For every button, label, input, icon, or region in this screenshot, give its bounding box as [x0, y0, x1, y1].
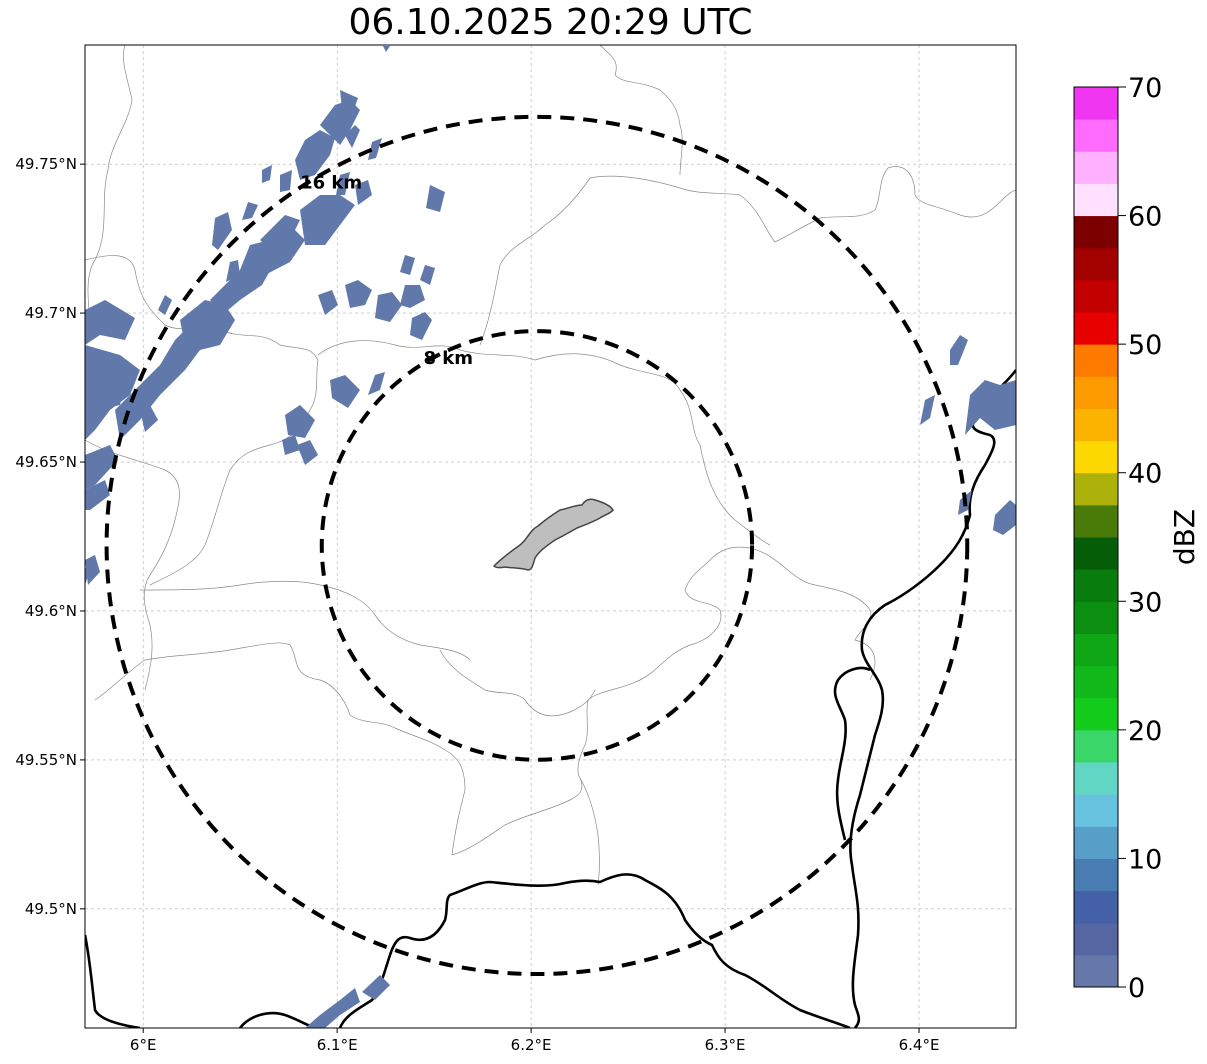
national-border [85, 369, 1016, 1028]
colorbar-segment [1074, 601, 1118, 634]
colorbar-segment [1074, 472, 1118, 506]
range-rings: 8 km 16 km [104, 114, 970, 977]
graticule: 49.75°N 49.7°N 49.65°N 49.6°N 49.55°N 49.5°N 6… [15, 45, 1016, 1054]
colorbar-segment [1074, 954, 1118, 988]
colorbar-tick-label: 10 [1128, 844, 1162, 875]
colorbar-segment [1074, 665, 1118, 699]
lon-tick-label: 6.2°E [511, 1036, 552, 1054]
city-outline [492, 498, 614, 571]
colorbar-segment [1074, 826, 1118, 859]
map-frame [84, 44, 1017, 1029]
lon-tick-label: 6.1°E [317, 1036, 358, 1054]
colorbar-segment [1074, 569, 1118, 602]
colorbar-tick-label: 50 [1128, 330, 1162, 361]
colorbar-tick-label: 40 [1128, 459, 1162, 490]
colorbar-segment [1074, 344, 1118, 377]
colorbar-segment [1074, 279, 1118, 313]
colorbar-tick-label: 70 [1128, 73, 1162, 104]
admin-boundaries [85, 45, 1016, 886]
lat-tick-label: 49.55°N [15, 751, 77, 769]
colorbar-segment [1074, 858, 1118, 892]
range-ring-8km [319, 329, 755, 762]
colorbar-segment [1074, 119, 1118, 152]
colorbar-segment [1074, 408, 1118, 442]
colorbar-segment [1074, 794, 1118, 827]
range-ring-label: 16 km [300, 172, 362, 193]
colorbar-segment [1074, 504, 1118, 538]
lat-tick-label: 49.6°N [25, 602, 77, 620]
colorbar-tick-label: 30 [1128, 587, 1162, 618]
lon-tick-label: 6°E [130, 1036, 157, 1054]
lon-tick-label: 6.3°E [705, 1036, 746, 1054]
colorbar-segment [1074, 440, 1118, 474]
colorbar-tick-label: 60 [1128, 202, 1162, 233]
colorbar-segment [1074, 922, 1118, 956]
colorbar-tick-label: 0 [1128, 973, 1145, 1004]
colorbar-segment [1074, 633, 1118, 667]
lon-tick-label: 6.4°E [899, 1036, 940, 1054]
lat-tick-label: 49.75°N [15, 155, 77, 173]
range-ring-label: 8 km [424, 348, 474, 369]
dbz-colorbar: 0 10 20 30 40 50 60 70 dBZ [1073, 73, 1201, 1004]
colorbar-segment [1074, 890, 1118, 924]
range-ring-16km [104, 114, 970, 977]
colorbar-segment [1074, 537, 1118, 570]
colorbar-segment [1074, 697, 1118, 731]
colorbar-frame [1073, 86, 1119, 988]
lat-tick-label: 49.65°N [15, 453, 77, 471]
radar-echoes [85, 46, 1016, 1028]
lat-tick-label: 49.7°N [25, 304, 77, 322]
colorbar-segment [1074, 87, 1118, 120]
colorbar-segment [1074, 183, 1118, 217]
colorbar-tick-label: 20 [1128, 716, 1162, 747]
colorbar-segment [1074, 312, 1118, 345]
colorbar-segment [1074, 247, 1118, 281]
colorbar-segment [1074, 376, 1118, 409]
map-title: 06.10.2025 20:29 UTC [348, 2, 753, 43]
colorbar-label: dBZ [1168, 509, 1201, 565]
colorbar-segment [1074, 215, 1118, 249]
colorbar-segment [1074, 151, 1118, 184]
colorbar-segment [1074, 762, 1118, 795]
lat-tick-label: 49.5°N [25, 900, 77, 918]
colorbar-segment [1074, 729, 1118, 763]
